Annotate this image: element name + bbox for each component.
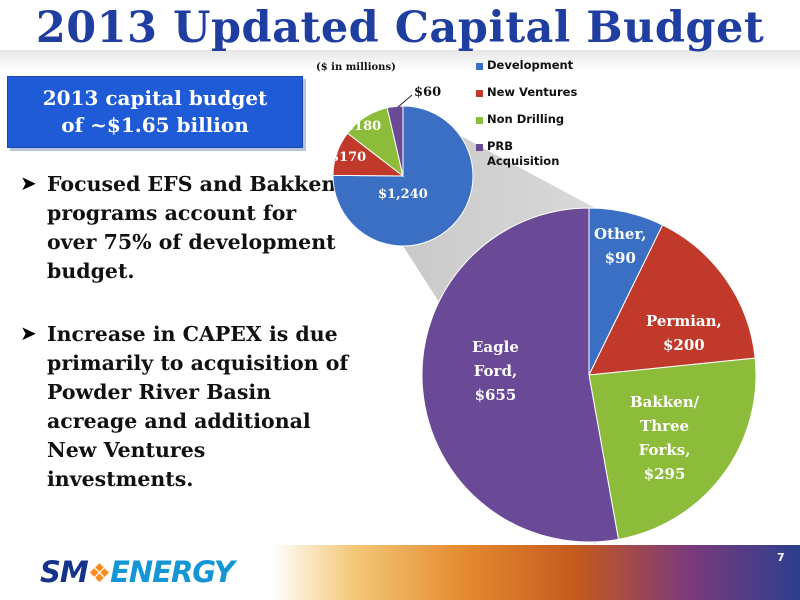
bullet-item: ➤ Increase in CAPEX is due primarily to …	[20, 320, 350, 494]
legend-item-development: Development	[476, 58, 606, 85]
callout-line-1: 2013 capital budget	[42, 86, 268, 110]
legend-swatch	[476, 63, 483, 70]
big-pie-label-bakken: Bakken/ Three Forks, $295	[630, 390, 699, 486]
arrow-bullet-icon: ➤	[20, 171, 37, 195]
small-pie-label-prb-acquisition: $60	[414, 85, 442, 100]
label-line: $295	[643, 465, 686, 483]
legend-item-new-ventures: New Ventures	[476, 85, 606, 112]
company-logo: SM❖ENERGY	[40, 555, 235, 589]
label-line: $90	[604, 249, 636, 267]
bullet-item: ➤ Focused EFS and Bakken programs accoun…	[20, 170, 350, 286]
prb-leader-line	[397, 94, 413, 108]
legend-label: Non Drilling	[487, 112, 565, 126]
label-line: $200	[663, 336, 705, 354]
big-pie-label-other: Other, $90	[594, 222, 646, 270]
big-pie-slice-eagle-ford	[421, 207, 620, 543]
logo-text-energy: ENERGY	[110, 555, 235, 589]
logo-text-sm: SM	[40, 555, 89, 589]
label-line: Eagle	[472, 338, 519, 356]
legend-label: New Ventures	[487, 85, 578, 99]
label-line: Other,	[594, 225, 647, 243]
big-pie-slice-bakken-three-forks	[588, 357, 757, 540]
label-line: Ford,	[473, 362, 518, 380]
big-pie-label-permian: Permian, $200	[646, 309, 722, 357]
bullet-text: Focused EFS and Bakken programs account …	[47, 172, 337, 283]
label-line: Forks,	[638, 441, 691, 459]
arrow-bullet-icon: ➤	[20, 321, 37, 345]
bullet-text: Increase in CAPEX is due primarily to ac…	[47, 322, 349, 491]
big-pie-label-eagle-ford: Eagle Ford, $655	[472, 335, 519, 407]
bullet-list: ➤ Focused EFS and Bakken programs accoun…	[20, 170, 350, 528]
flame-icon: ❖	[87, 559, 111, 589]
page-title: 2013 Updated Capital Budget	[35, 3, 765, 53]
label-line: Bakken/	[630, 393, 700, 411]
units-note: ($ in millions)	[316, 62, 396, 73]
small-pie-label-non-drilling: $180	[345, 119, 382, 134]
legend-item-non-drilling: Non Drilling	[476, 112, 606, 139]
callout-line-2: of ~$1.65 billion	[61, 113, 249, 137]
label-line: Permian,	[646, 312, 722, 330]
legend-item-prb-acquisition: PRB Acquisition	[476, 139, 606, 168]
title-swoosh	[0, 50, 800, 72]
small-pie-label-development: $1,240	[378, 187, 428, 202]
legend-label: PRB Acquisition	[487, 139, 560, 168]
chart-legend: Development New Ventures Non Drilling PR…	[476, 58, 606, 168]
small-pie-label-new-ventures: $170	[330, 150, 367, 165]
budget-callout: 2013 capital budget of ~$1.65 billion	[7, 76, 303, 148]
footer-band	[0, 545, 800, 600]
legend-swatch	[476, 117, 483, 124]
label-line: Three	[640, 417, 690, 435]
big-pie-slice-permian	[588, 224, 756, 376]
page-number: 7	[777, 551, 785, 564]
label-line: $655	[474, 386, 517, 404]
legend-swatch	[476, 90, 483, 97]
legend-swatch	[476, 144, 483, 151]
legend-label: Development	[487, 58, 574, 72]
